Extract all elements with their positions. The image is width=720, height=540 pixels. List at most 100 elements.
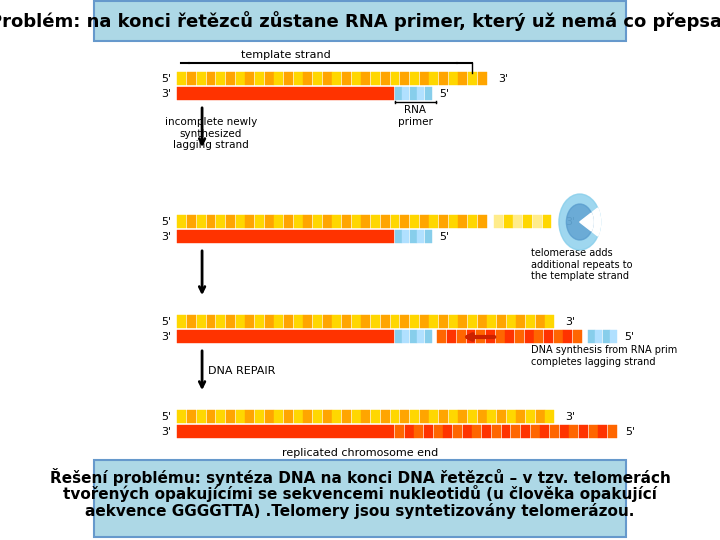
Bar bbox=[246, 315, 254, 328]
Bar bbox=[274, 315, 283, 328]
Bar bbox=[410, 330, 417, 343]
Bar bbox=[579, 425, 588, 438]
Text: 5': 5' bbox=[161, 74, 171, 84]
Bar bbox=[178, 87, 394, 100]
Bar bbox=[536, 410, 545, 423]
Bar bbox=[540, 425, 549, 438]
Bar bbox=[323, 215, 332, 228]
Bar bbox=[449, 315, 458, 328]
Bar bbox=[444, 425, 452, 438]
Bar bbox=[294, 215, 302, 228]
Bar bbox=[526, 315, 535, 328]
Bar bbox=[342, 315, 351, 328]
Bar bbox=[603, 330, 610, 343]
Bar bbox=[178, 425, 394, 438]
Text: Řešení problému: syntéza DNA na konci DNA řetězců – v tzv. telomerách: Řešení problému: syntéza DNA na konci DN… bbox=[50, 468, 670, 486]
Text: telomerase adds
additional repeats to
the template strand: telomerase adds additional repeats to th… bbox=[531, 248, 633, 281]
Bar bbox=[216, 410, 225, 423]
Bar bbox=[178, 410, 186, 423]
Bar bbox=[352, 410, 361, 423]
Bar bbox=[303, 72, 312, 85]
Text: 5': 5' bbox=[624, 332, 634, 342]
Bar bbox=[381, 215, 390, 228]
Bar bbox=[361, 215, 370, 228]
Bar bbox=[372, 215, 380, 228]
Bar bbox=[523, 215, 532, 228]
Bar bbox=[303, 215, 312, 228]
Bar bbox=[323, 410, 332, 423]
Bar bbox=[487, 315, 496, 328]
Bar bbox=[187, 72, 196, 85]
Bar bbox=[420, 215, 428, 228]
Bar bbox=[235, 315, 245, 328]
Text: 5': 5' bbox=[161, 317, 171, 327]
Bar bbox=[284, 410, 293, 423]
Bar bbox=[178, 72, 186, 85]
Bar bbox=[294, 315, 302, 328]
Bar bbox=[544, 330, 553, 343]
Bar bbox=[313, 315, 322, 328]
Bar bbox=[550, 425, 559, 438]
Bar bbox=[323, 72, 332, 85]
Bar bbox=[323, 315, 332, 328]
Bar bbox=[425, 330, 431, 343]
Text: 3': 3' bbox=[565, 412, 575, 422]
Bar bbox=[402, 330, 409, 343]
Text: 3': 3' bbox=[161, 332, 171, 342]
Bar bbox=[226, 72, 235, 85]
Bar bbox=[361, 72, 370, 85]
Bar bbox=[429, 215, 438, 228]
Bar bbox=[459, 410, 467, 423]
Bar bbox=[235, 410, 245, 423]
Text: 5': 5' bbox=[161, 217, 171, 227]
Bar bbox=[284, 72, 293, 85]
Bar bbox=[459, 315, 467, 328]
Text: replicated chromosome end: replicated chromosome end bbox=[282, 448, 438, 458]
Bar bbox=[400, 410, 409, 423]
Bar bbox=[265, 72, 274, 85]
Bar bbox=[546, 410, 554, 423]
Bar bbox=[429, 410, 438, 423]
Bar bbox=[178, 215, 186, 228]
Bar bbox=[361, 315, 370, 328]
Bar bbox=[207, 315, 215, 328]
Bar bbox=[294, 72, 302, 85]
Bar bbox=[410, 215, 419, 228]
Bar bbox=[425, 230, 431, 243]
Bar bbox=[420, 72, 428, 85]
Bar bbox=[226, 410, 235, 423]
Bar bbox=[559, 425, 569, 438]
Bar bbox=[400, 72, 409, 85]
Bar bbox=[418, 230, 424, 243]
Bar bbox=[178, 315, 186, 328]
Text: tvořených opakujícími se sekvencemi nukleotidů (u člověka opakující: tvořených opakujícími se sekvencemi nukl… bbox=[63, 485, 657, 503]
Bar bbox=[516, 410, 526, 423]
Bar bbox=[226, 315, 235, 328]
Bar bbox=[342, 215, 351, 228]
Bar bbox=[507, 410, 516, 423]
Bar bbox=[477, 315, 487, 328]
Bar bbox=[534, 330, 544, 343]
Text: 3': 3' bbox=[498, 74, 508, 84]
Bar bbox=[476, 330, 485, 343]
Bar bbox=[515, 330, 524, 343]
Bar bbox=[207, 72, 215, 85]
Bar bbox=[178, 330, 394, 343]
Bar bbox=[477, 72, 487, 85]
Bar bbox=[459, 72, 467, 85]
Bar bbox=[246, 72, 254, 85]
Bar bbox=[265, 410, 274, 423]
Bar bbox=[402, 230, 409, 243]
Bar bbox=[504, 215, 513, 228]
Bar bbox=[352, 72, 361, 85]
Bar bbox=[536, 315, 545, 328]
Bar bbox=[447, 330, 456, 343]
Bar bbox=[187, 315, 196, 328]
Bar bbox=[563, 330, 572, 343]
Bar bbox=[187, 215, 196, 228]
Bar bbox=[439, 315, 448, 328]
Text: Problém: na konci řetězců zůstane RNA primer, který už nemá co přepsat: Problém: na konci řetězců zůstane RNA pr… bbox=[0, 11, 720, 31]
Bar bbox=[449, 72, 458, 85]
Bar bbox=[439, 72, 448, 85]
Bar bbox=[439, 410, 448, 423]
